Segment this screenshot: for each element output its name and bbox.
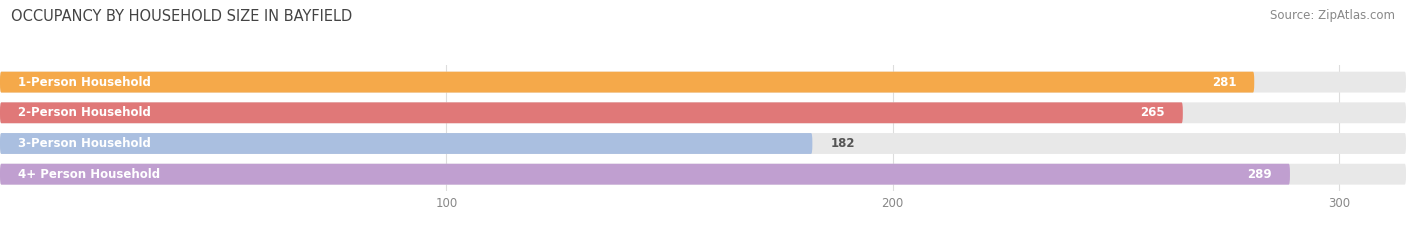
FancyBboxPatch shape xyxy=(0,72,1406,93)
Text: 1-Person Household: 1-Person Household xyxy=(18,76,150,89)
FancyBboxPatch shape xyxy=(0,72,1254,93)
Text: 289: 289 xyxy=(1247,168,1272,181)
FancyBboxPatch shape xyxy=(0,164,1289,185)
FancyBboxPatch shape xyxy=(0,102,1406,123)
Text: 281: 281 xyxy=(1212,76,1236,89)
Text: 3-Person Household: 3-Person Household xyxy=(18,137,150,150)
FancyBboxPatch shape xyxy=(0,133,813,154)
Text: 182: 182 xyxy=(830,137,855,150)
Text: Source: ZipAtlas.com: Source: ZipAtlas.com xyxy=(1270,9,1395,22)
Text: 4+ Person Household: 4+ Person Household xyxy=(18,168,160,181)
FancyBboxPatch shape xyxy=(0,133,1406,154)
Text: OCCUPANCY BY HOUSEHOLD SIZE IN BAYFIELD: OCCUPANCY BY HOUSEHOLD SIZE IN BAYFIELD xyxy=(11,9,353,24)
Text: 265: 265 xyxy=(1140,106,1166,119)
FancyBboxPatch shape xyxy=(0,102,1182,123)
Text: 2-Person Household: 2-Person Household xyxy=(18,106,150,119)
FancyBboxPatch shape xyxy=(0,164,1406,185)
